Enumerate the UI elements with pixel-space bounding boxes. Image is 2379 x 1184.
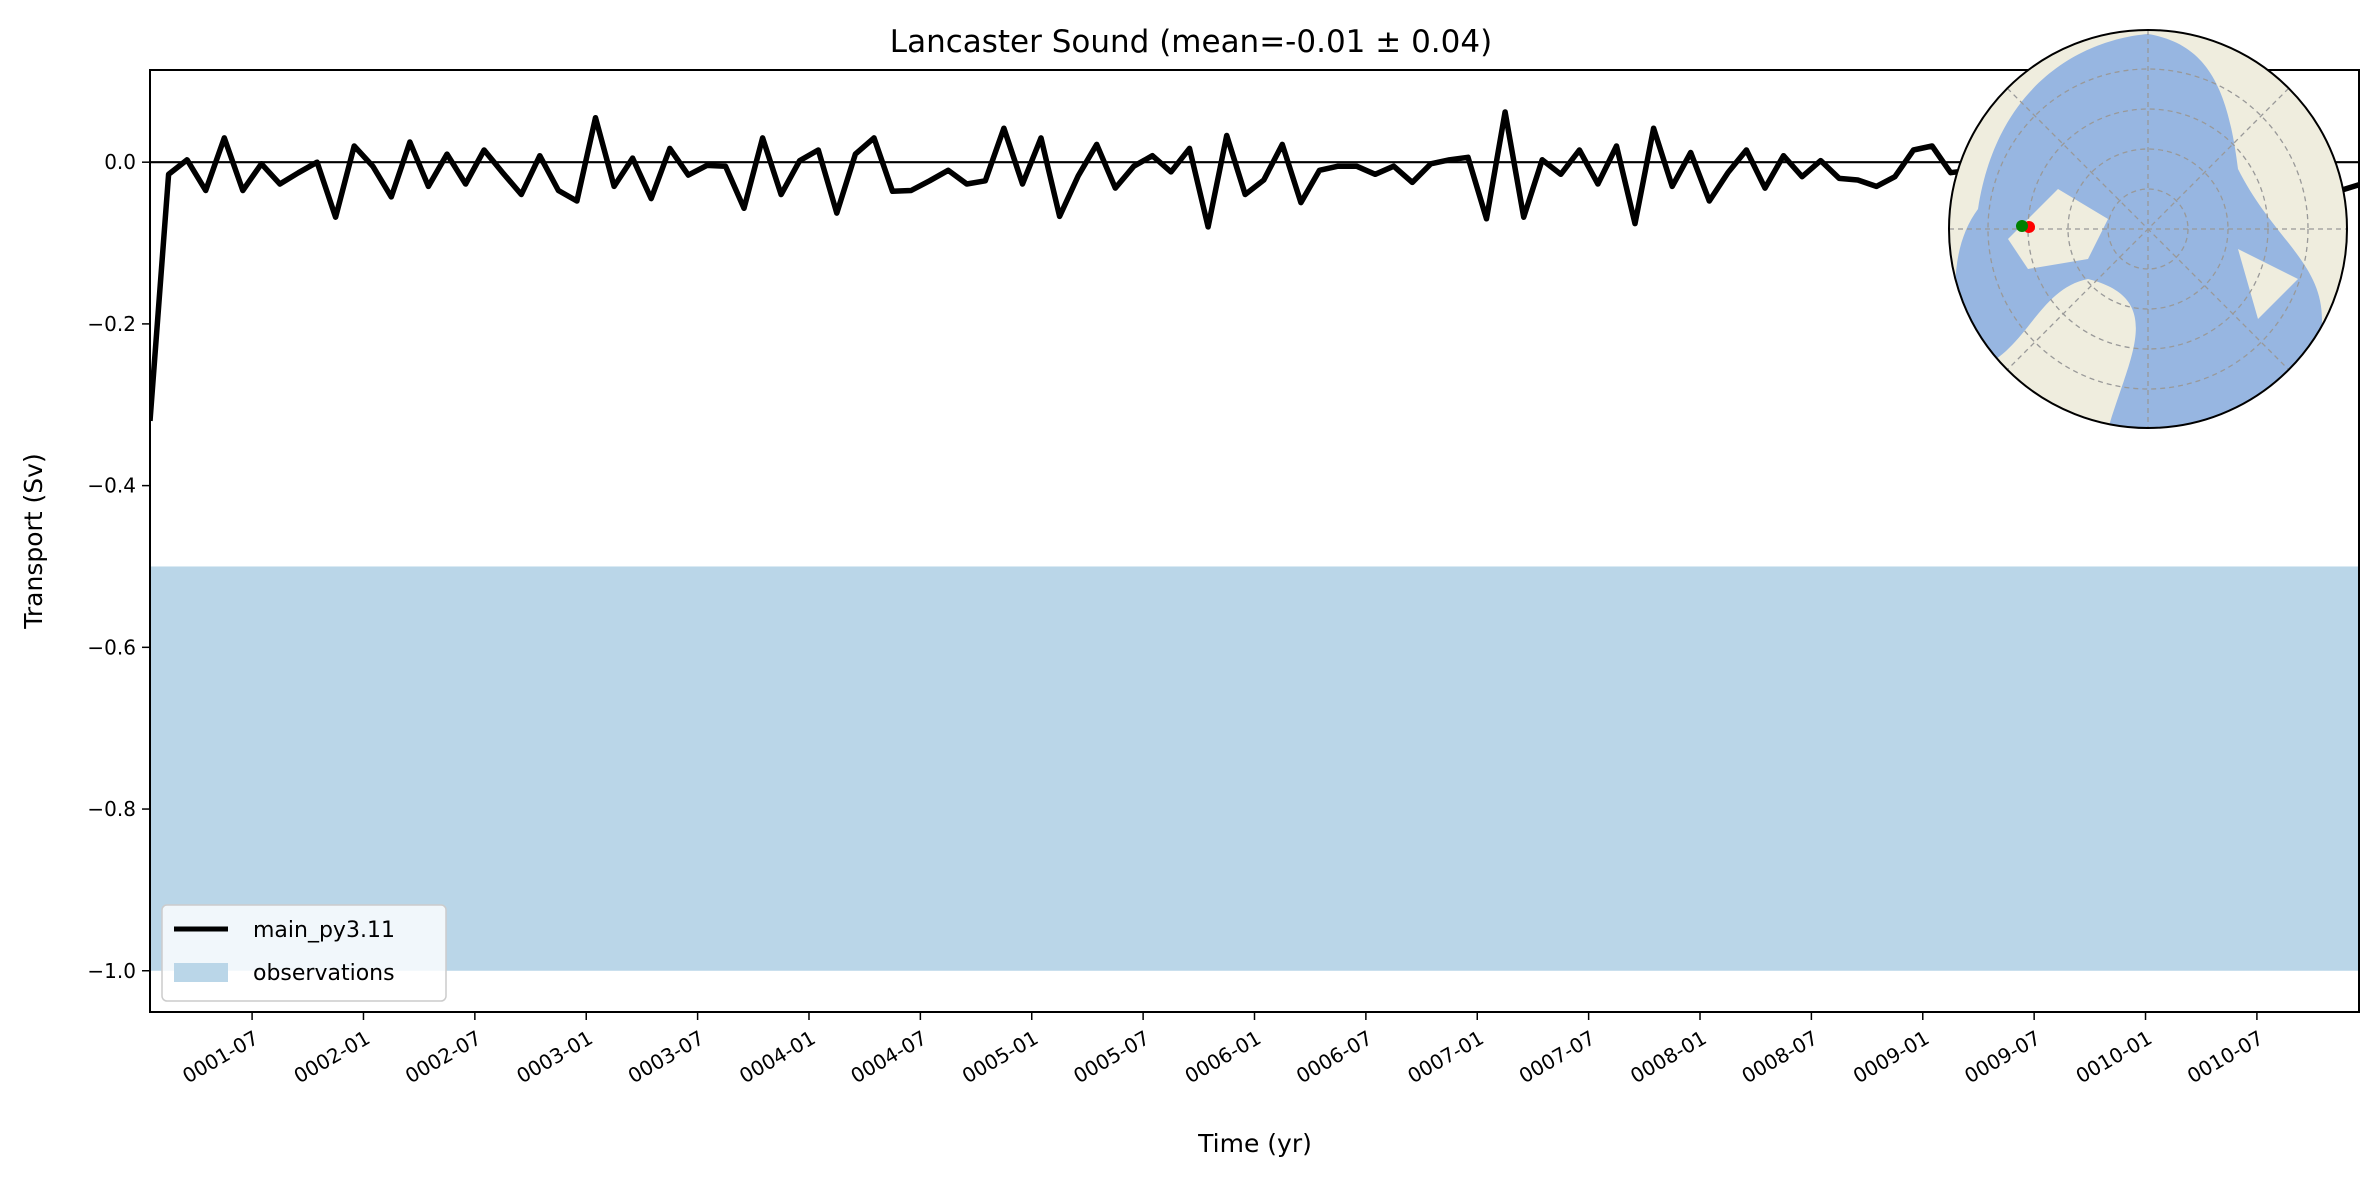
section-start-marker [2016,220,2028,232]
x-tick-label: 0006-01 [1181,1026,1265,1089]
x-tick-label: 0004-07 [846,1026,930,1089]
legend-label-model: main_py3.11 [253,918,395,943]
x-tick-label: 0005-07 [1069,1026,1153,1089]
x-tick-label: 0002-01 [290,1026,374,1089]
latitude-circle [1987,68,2309,390]
x-tick-label: 0010-07 [2183,1026,2267,1089]
x-tick-label: 0008-01 [1626,1026,1710,1089]
x-tick-label: 0009-07 [1960,1026,2044,1089]
y-tick-label: −1.0 [87,959,136,983]
y-tick-label: 0.0 [104,150,136,174]
y-tick-label: −0.4 [87,474,136,498]
x-tick-label: 0005-01 [958,1026,1042,1089]
x-axis-label: Time (yr) [1197,1129,1312,1158]
arctic-ocean [1955,34,2322,428]
x-tick-label: 0008-07 [1738,1026,1822,1089]
x-tick-label: 0001-07 [178,1026,262,1089]
inset-map [1948,29,2348,429]
y-tick-label: −0.2 [87,312,136,336]
x-tick-label: 0002-07 [401,1026,485,1089]
x-tick-label: 0003-01 [512,1026,596,1089]
x-tick-label: 0009-01 [1849,1026,1933,1089]
longitude-line [2006,87,2290,371]
plot-area: 0.0 −0.2 −0.4 −0.6 −0.8 −1.0 0001-07 0002-01 000… [87,69,2360,1089]
x-tick-label: 0007-01 [1403,1026,1487,1089]
legend-patch-swatch [174,963,228,982]
x-tick-label: 0003-07 [624,1026,708,1089]
x-tick-label: 0010-01 [2072,1026,2156,1089]
y-tick-label: −0.6 [87,635,136,659]
map-border [1948,29,2348,429]
y-axis-label: Transport (Sv) [19,453,48,629]
legend-label-observations: observations [253,961,395,986]
y-tick-label: −0.8 [87,797,136,821]
chart-title: Lancaster Sound (mean=-0.01 ± 0.04) [890,24,1492,60]
islands [2228,79,2298,319]
legend: main_py3.11 observations [161,904,447,1002]
x-tick-label: 0006-07 [1292,1026,1376,1089]
map-content [1949,30,2347,428]
x-tick-label: 0007-07 [1515,1026,1599,1089]
x-tick-label: 0004-01 [735,1026,819,1089]
observations-band [150,566,2359,971]
legend-frame [161,904,447,1002]
